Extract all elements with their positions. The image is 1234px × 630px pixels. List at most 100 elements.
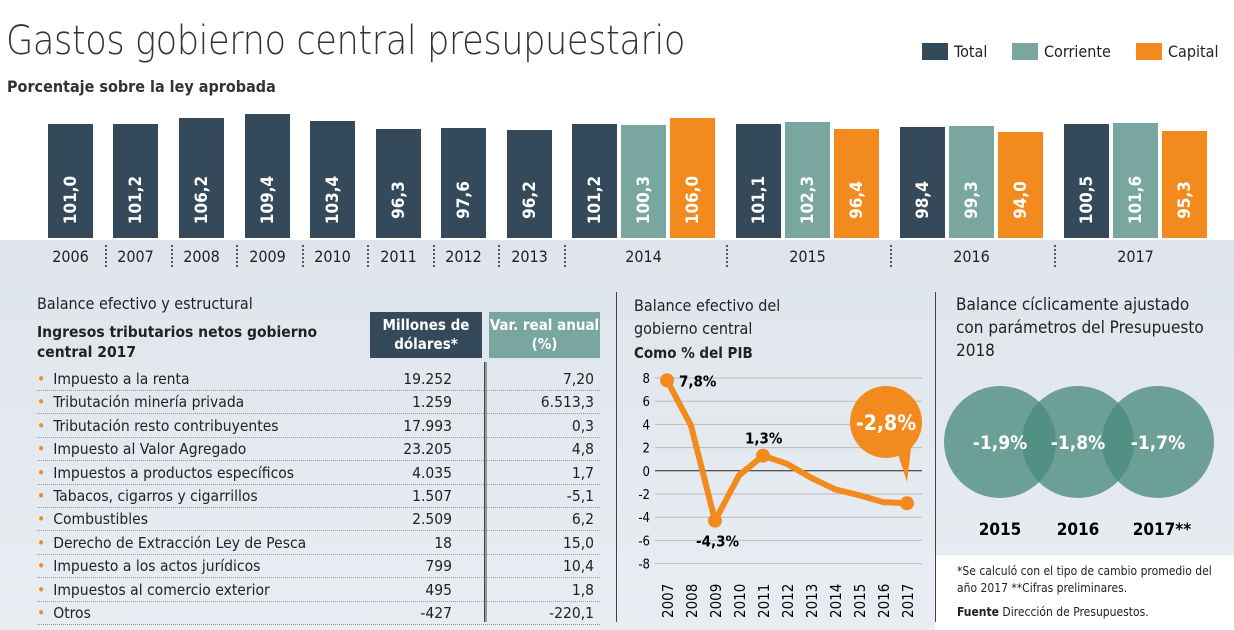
x-tick-label: 2007 <box>659 584 677 618</box>
row-var: 1,8 <box>571 580 594 599</box>
bar-2010-total: 103,4 <box>310 120 355 238</box>
row-millones: 2.509 <box>412 510 452 529</box>
table-row: • Otros -427 -220,1 <box>37 602 600 625</box>
row-label: Impuestos a productos específicos <box>53 463 295 482</box>
row-label: Impuesto al Valor Agregado <box>53 440 247 459</box>
bar-2006-total: 101,0 <box>48 123 93 238</box>
venn-value: -1,9% <box>973 432 1028 454</box>
y-tick-label: -4 <box>638 511 650 526</box>
source-text: Dirección de Presupuestos. <box>1002 605 1149 619</box>
x-tick-label: 2013 <box>803 584 821 618</box>
line-chart-title: Balance efectivo del gobierno central <box>634 296 781 338</box>
year-label: 2013 <box>511 247 548 266</box>
page-title: Gastos gobierno central presupuestario <box>6 18 685 64</box>
col-header-var: Var. real anual (%) <box>489 312 600 358</box>
bullet-icon: • <box>37 463 46 482</box>
year-separator <box>302 245 304 267</box>
bullet-icon: • <box>37 510 46 529</box>
table-row: • Impuesto al Valor Agregado 23.205 4,8 <box>37 438 600 462</box>
bullet-icon: • <box>37 557 46 576</box>
row-var: 6,2 <box>571 510 594 529</box>
bar-label: 98,4 <box>912 181 933 219</box>
x-tick-label: 2010 <box>731 584 749 618</box>
row-label: Tributación minería privada <box>53 393 245 412</box>
row-label: Impuestos al comercio exterior <box>53 580 270 599</box>
venn-circle-2016 <box>1022 386 1134 498</box>
table-title: Ingresos tributarios netos gobierno cent… <box>37 323 318 361</box>
bar-2017-capital: 95,3 <box>1162 130 1207 238</box>
row-label: Tributación resto contribuyentes <box>53 416 279 435</box>
x-tick-label: 2011 <box>755 584 773 618</box>
data-point <box>660 373 674 388</box>
bullet-icon: • <box>37 370 46 388</box>
bar-2016-total: 98,4 <box>900 126 945 238</box>
bullet-icon: • <box>37 604 46 622</box>
bar-2011-total: 96,3 <box>376 129 421 238</box>
bullet-icon: • <box>37 580 46 599</box>
bar-label: 96,4 <box>846 181 867 219</box>
subtitle: Porcentaje sobre la ley aprobada <box>7 77 276 96</box>
year-label: 2008 <box>183 247 220 266</box>
bar-label: 109,4 <box>257 175 278 225</box>
year-separator <box>498 245 500 267</box>
x-tick-label: 2017 <box>899 584 917 618</box>
row-millones: 4.035 <box>412 463 452 482</box>
y-tick-label: 4 <box>643 418 650 433</box>
bullet-icon: • <box>37 533 46 552</box>
row-label: Tabacos, cigarros y cigarrillos <box>53 487 258 505</box>
table-row: • Impuesto a los actos jurídicos 799 10,4 <box>37 555 600 579</box>
label-2007: 7,8% <box>679 372 717 390</box>
year-separator <box>171 245 173 267</box>
venn-circle-2015 <box>944 386 1056 498</box>
bar-2014-total: 101,2 <box>572 123 617 238</box>
bar-2017-corriente: 101,6 <box>1113 123 1158 238</box>
year-separator <box>367 245 369 267</box>
divider <box>935 292 936 622</box>
source-label: Fuente <box>957 605 999 619</box>
row-var: 1,7 <box>571 463 594 482</box>
bar-2012-total: 97,6 <box>441 127 486 238</box>
year-label: 2014 <box>625 247 662 266</box>
row-millones: 495 <box>425 580 452 599</box>
bar-label: 101,2 <box>125 175 146 225</box>
year-separator <box>726 245 728 267</box>
column-divider <box>484 362 487 622</box>
row-var: 0,3 <box>571 416 594 435</box>
bar-2016-corriente: 99,3 <box>949 125 994 238</box>
x-tick-label: 2016 <box>875 584 893 618</box>
year-separator <box>564 245 566 267</box>
y-tick-label: 0 <box>643 465 650 480</box>
bar-label: 100,3 <box>633 175 654 225</box>
y-tick-label: 2 <box>643 442 650 457</box>
year-label: 2010 <box>314 247 351 266</box>
bar-label: 101,2 <box>584 175 605 225</box>
y-tick-label: -8 <box>638 558 650 573</box>
label-2011: 1,3% <box>745 430 783 448</box>
bar-label: 101,6 <box>1125 175 1146 225</box>
row-var: 7,20 <box>562 370 594 388</box>
table-row: • Impuestos a productos específicos 4.035 1… <box>37 462 600 485</box>
col-header-millones: Millones de dólares* <box>370 312 482 358</box>
table-row: • Impuestos al comercio exterior 495 1,8 <box>37 579 600 602</box>
x-tick-label: 2014 <box>827 584 845 618</box>
year-separator <box>236 245 238 267</box>
x-tick-label: 2015 <box>851 584 869 618</box>
x-tick-label: 2012 <box>779 584 797 618</box>
bar-2014-capital: 106,0 <box>670 117 715 238</box>
label-2017: -2,8% <box>856 411 916 435</box>
data-point <box>900 496 914 511</box>
row-label: Impuesto a la renta <box>53 370 190 388</box>
venn-chart: -1,9% 2015 -1,8% 2016 -1,7% 2017** <box>944 386 1214 540</box>
row-millones: 23.205 <box>403 440 452 459</box>
year-label: 2012 <box>445 247 482 266</box>
year-label: 2006 <box>52 247 89 266</box>
data-point <box>756 448 770 463</box>
venn-year: 2017** <box>1133 520 1192 540</box>
section-title: Balance efectivo y estructural <box>37 294 253 313</box>
row-var: 6.513,3 <box>540 393 594 412</box>
year-label: 2007 <box>117 247 154 266</box>
bar-label: 96,3 <box>388 181 409 219</box>
row-millones: 799 <box>425 557 452 576</box>
year-label: 2017 <box>1117 247 1154 266</box>
venn-year: 2015 <box>979 520 1022 540</box>
